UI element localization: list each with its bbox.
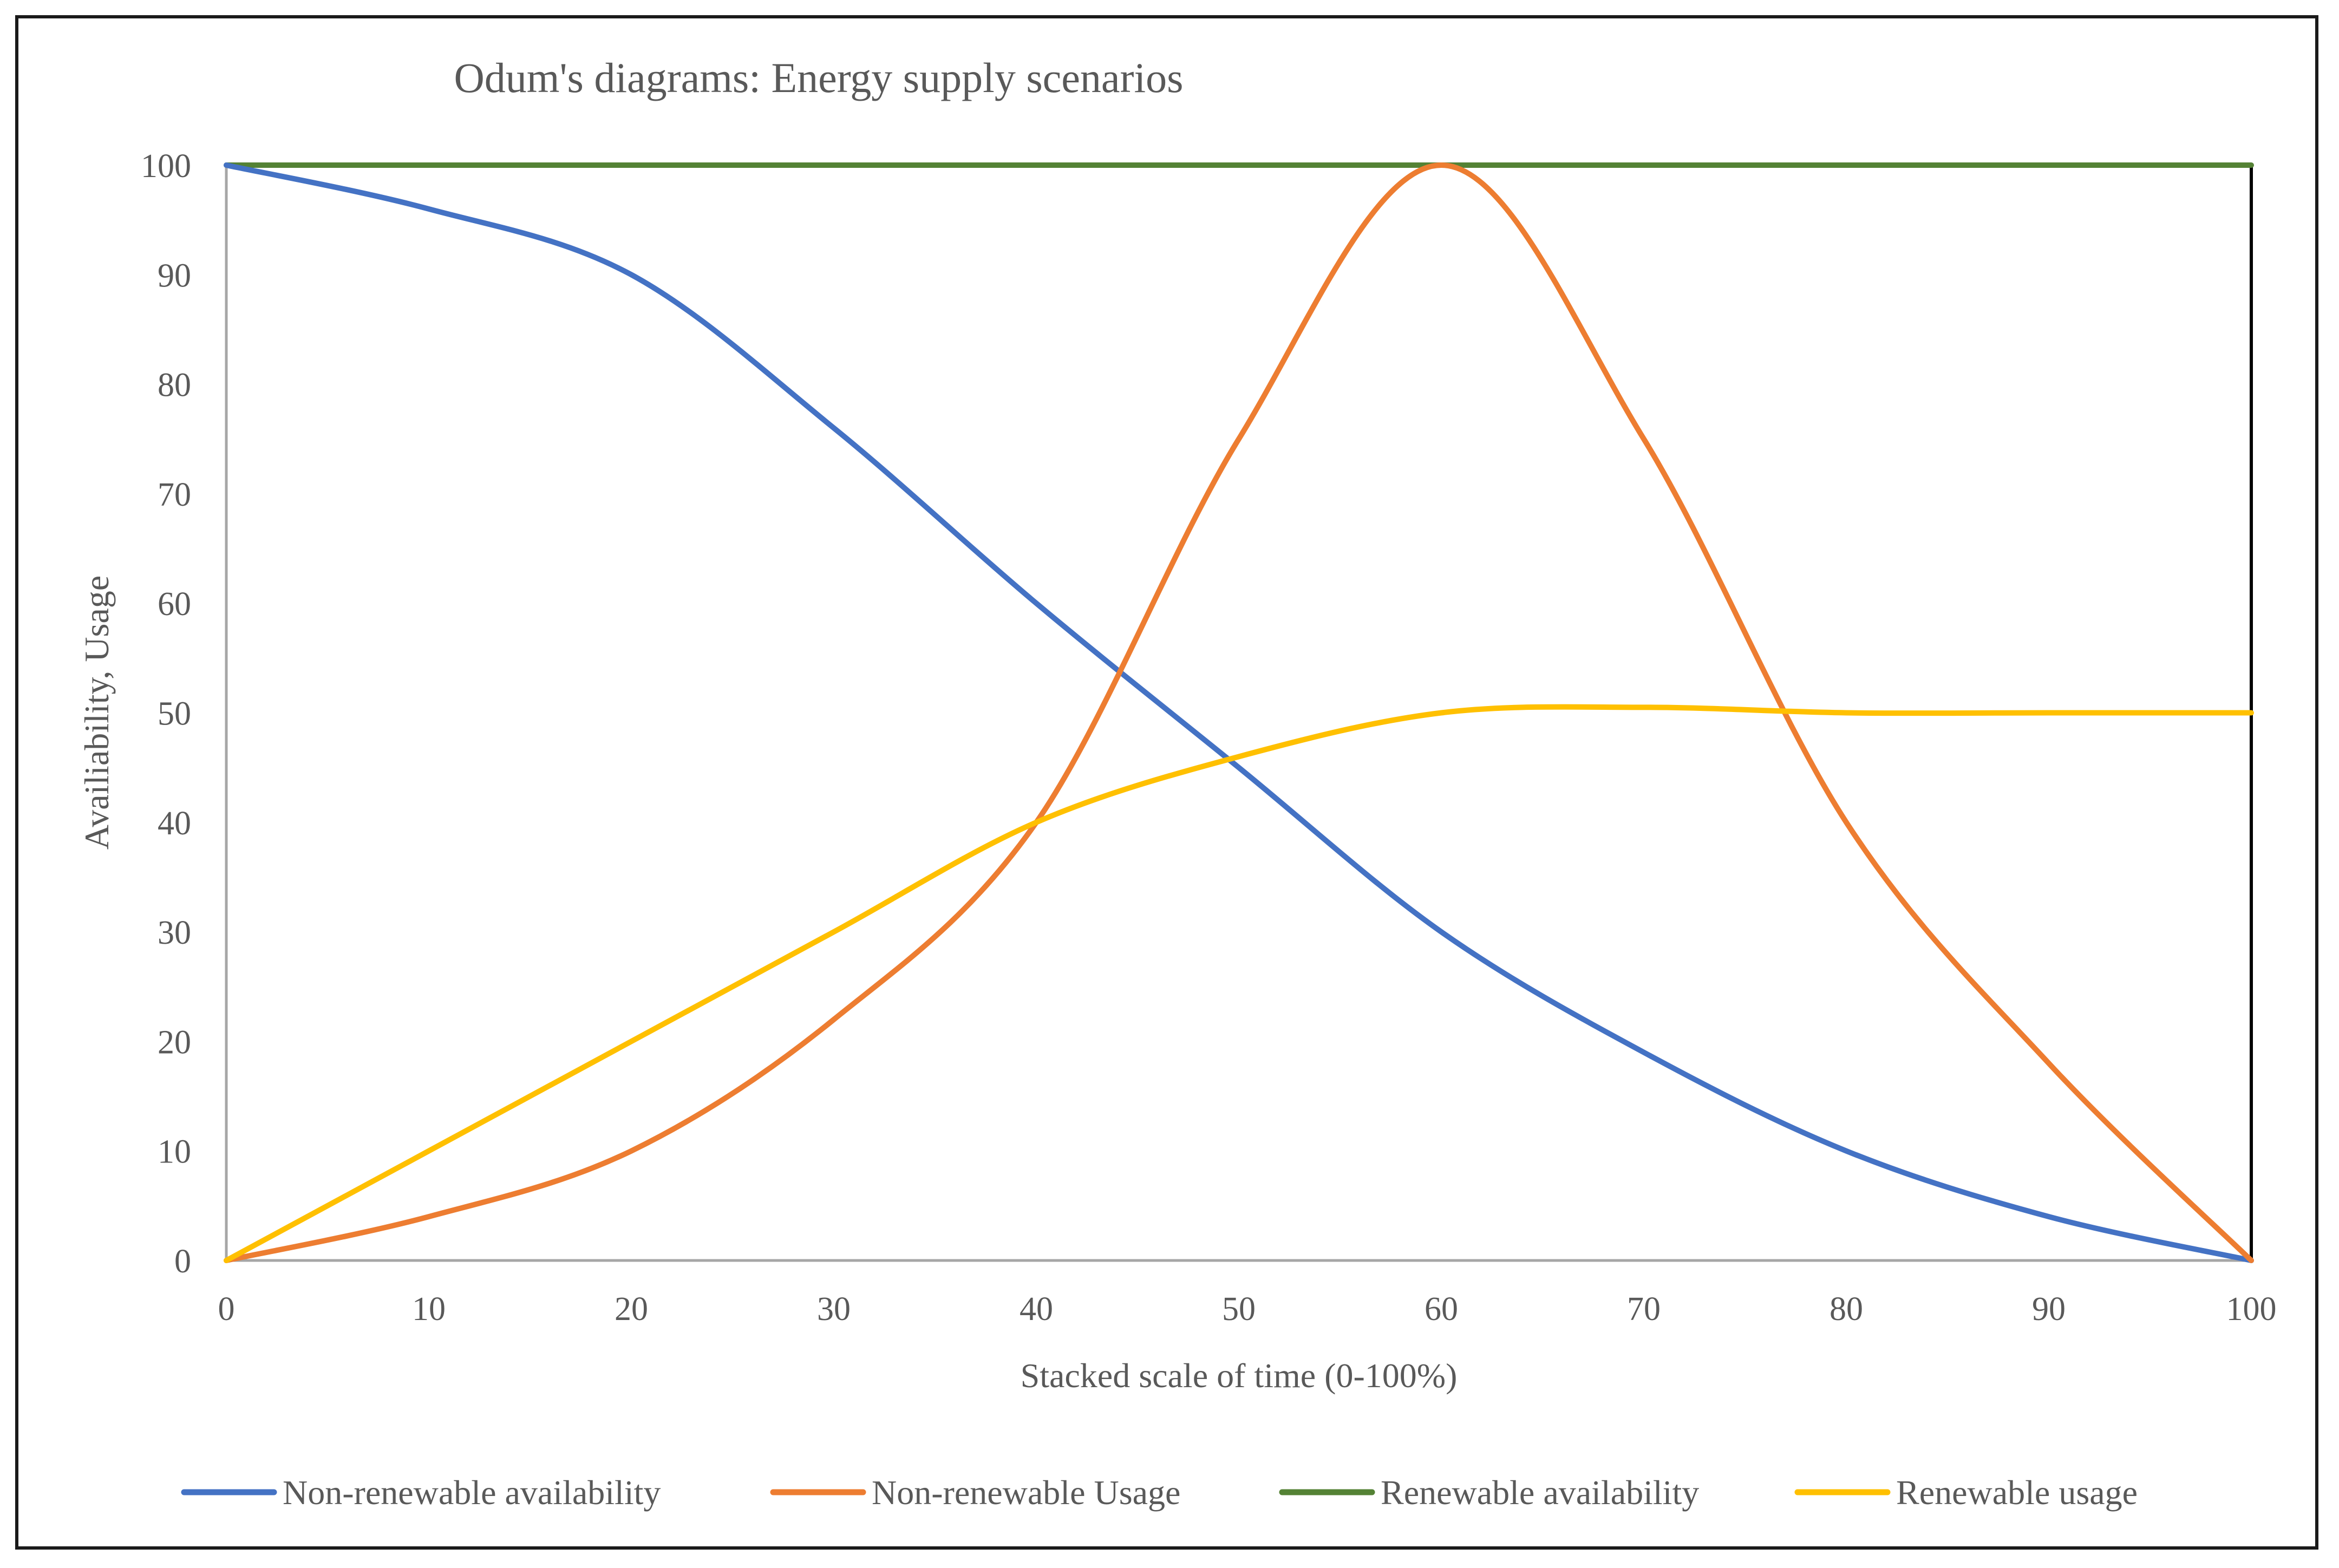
x-tick-label: 80: [1830, 1291, 1863, 1328]
x-tick-label: 90: [2032, 1291, 2066, 1328]
y-tick-label: 20: [158, 1024, 191, 1061]
x-tick-label: 100: [2226, 1291, 2277, 1328]
y-tick-label: 70: [158, 476, 191, 513]
x-axis-title: Stacked scale of time (0-100%): [1021, 1356, 1458, 1395]
series-lines: [224, 162, 2254, 1263]
x-tick-label: 50: [1222, 1291, 1256, 1328]
legend-label: Renewable usage: [1896, 1473, 2138, 1512]
y-tick-label: 0: [174, 1243, 191, 1280]
y-tick-label: 40: [158, 805, 191, 842]
legend-label: Non-renewable availability: [283, 1473, 661, 1512]
y-tick-label: 80: [158, 367, 191, 404]
x-tick-label: 20: [615, 1291, 648, 1328]
y-axis-title: Availiability, Usage: [77, 576, 116, 850]
y-tick-label: 30: [158, 914, 191, 951]
x-tick-label: 40: [1020, 1291, 1053, 1328]
legend: Non-renewable availability Non-renewable …: [181, 1473, 2138, 1512]
series-line-renewable-usage: [224, 704, 2254, 1263]
x-tick-label: 30: [817, 1291, 851, 1328]
legend-label: Renewable availability: [1381, 1473, 1699, 1512]
x-tick-label: 10: [412, 1291, 446, 1328]
y-tick-label: 10: [158, 1134, 191, 1171]
x-axis-ticks: 0 10 20 30 40 50 60 70 80 90 100: [218, 1291, 2277, 1328]
y-tick-label: 90: [158, 257, 191, 294]
chart-title: Odum's diagrams: Energy supply scenarios: [454, 54, 1183, 101]
series-line-non-renewable-usage: [224, 162, 2254, 1263]
series-line-non-renewable-availability: [224, 162, 2254, 1263]
x-tick-label: 60: [1425, 1291, 1458, 1328]
y-tick-label: 100: [141, 148, 191, 185]
legend-label: Non-renewable Usage: [872, 1473, 1180, 1512]
x-tick-label: 70: [1627, 1291, 1661, 1328]
x-tick-label: 0: [218, 1291, 235, 1328]
y-tick-label: 60: [158, 586, 191, 623]
y-axis-ticks: 0 10 20 30 40 50 60 70 80 90 100: [141, 148, 191, 1280]
y-tick-label: 50: [158, 696, 191, 733]
